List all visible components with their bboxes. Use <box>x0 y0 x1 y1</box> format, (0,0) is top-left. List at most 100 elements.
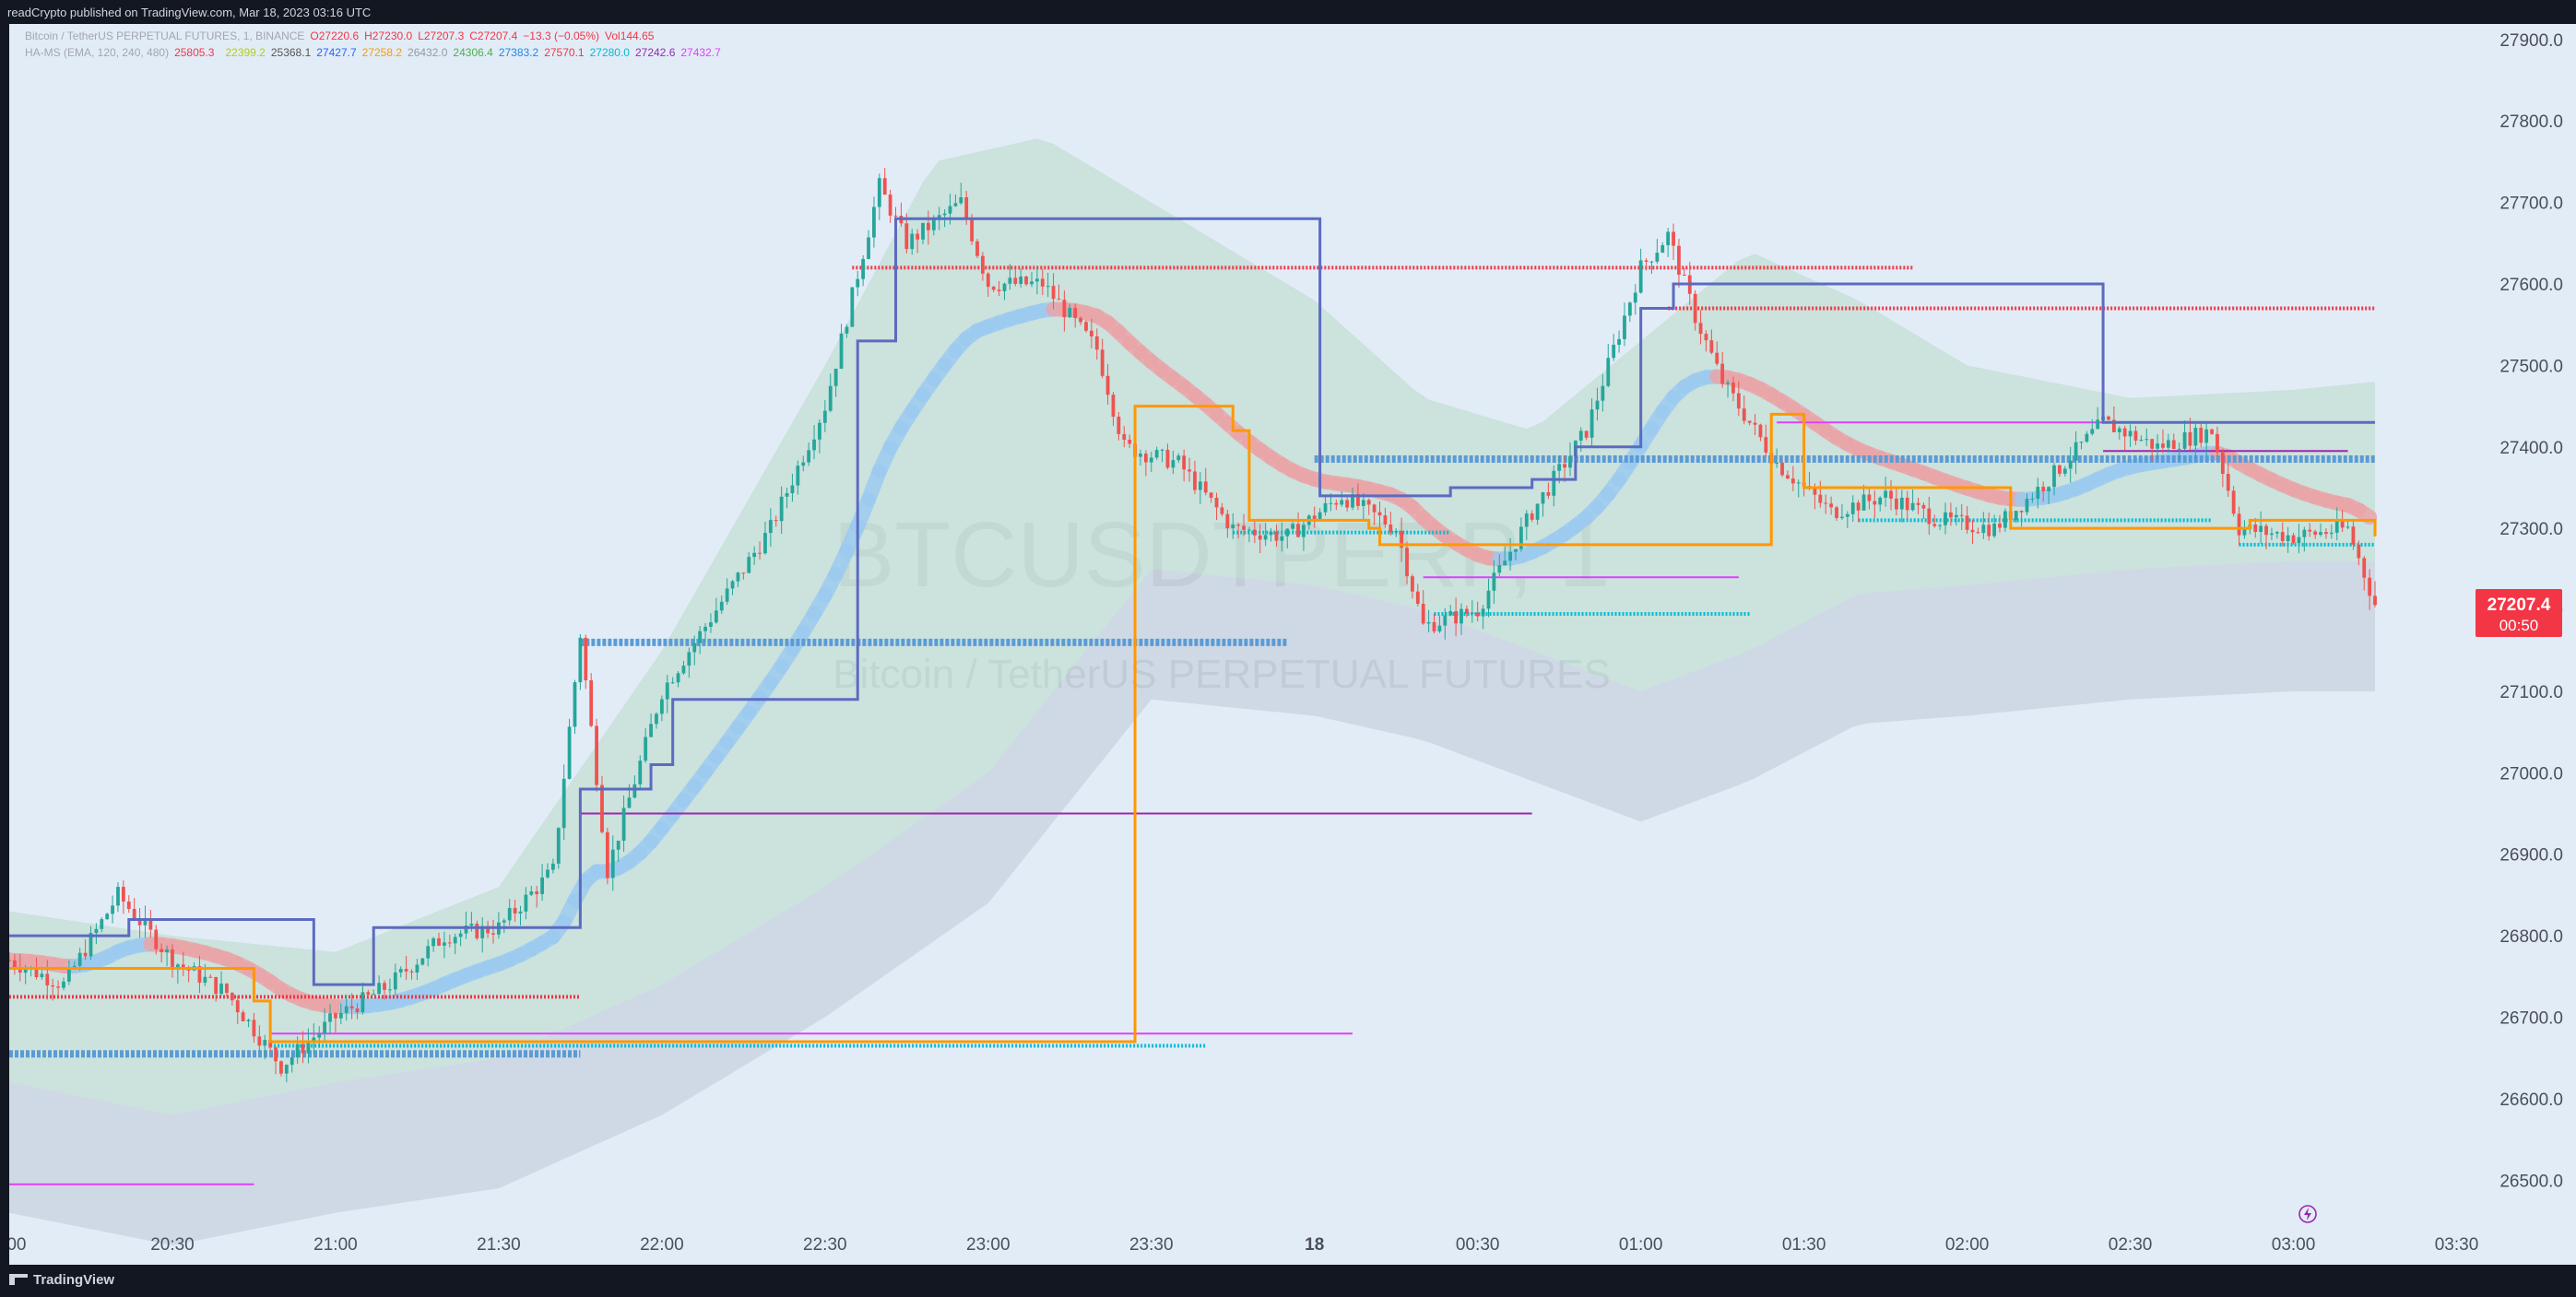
candle-body <box>916 233 920 240</box>
candle-body <box>616 840 620 850</box>
candle-body <box>632 784 637 798</box>
candle-body <box>2270 533 2274 536</box>
chart-svg[interactable]: BTCUSDTPERP, 1 Bitcoin / TetherUS PERPET… <box>9 24 2576 1265</box>
candle-body <box>1535 503 1540 520</box>
candle-body <box>263 1040 267 1046</box>
candle-body <box>1263 535 1268 540</box>
candle-body <box>1546 492 1551 496</box>
candle-body <box>741 572 746 574</box>
candle-body <box>475 924 479 938</box>
candle-body <box>535 891 539 894</box>
candle-body <box>1584 430 1589 438</box>
chart-area[interactable]: BTCUSDTPERP, 1 Bitcoin / TetherUS PERPET… <box>9 24 2576 1265</box>
candle-body <box>2340 521 2345 528</box>
candle-body <box>649 724 653 737</box>
candle-body <box>714 610 718 623</box>
candle-body <box>1193 471 1197 490</box>
candle-body <box>1111 395 1116 418</box>
candle-body <box>877 178 881 207</box>
candle-body <box>40 973 44 978</box>
candle-body <box>638 761 643 784</box>
candle-body <box>546 869 549 878</box>
candle-body <box>1492 572 1496 591</box>
candle-body <box>1171 460 1176 468</box>
candle-body <box>1627 302 1632 316</box>
candle-body <box>975 241 979 256</box>
price-tick-label: 27300.0 <box>2499 520 2563 539</box>
candle-body <box>1998 523 2002 528</box>
price-tick-label: 26900.0 <box>2499 846 2563 866</box>
candle-body <box>2357 544 2361 559</box>
candle-body <box>148 919 153 930</box>
candle-body <box>1813 486 1817 495</box>
candle-body <box>801 462 806 466</box>
candle-body <box>991 287 996 290</box>
candle-body <box>175 964 180 970</box>
candle-body <box>1503 560 1507 566</box>
candle-body <box>2220 452 2225 474</box>
candle-body <box>486 926 490 934</box>
candle-body <box>197 966 202 984</box>
candle-body <box>2014 511 2018 521</box>
candle-body <box>77 952 82 966</box>
candle-body <box>790 485 795 494</box>
candle-body <box>1753 422 1757 425</box>
candle-body <box>1372 504 1377 513</box>
candle-body <box>2166 440 2170 448</box>
time-tick-label: 22:00 <box>640 1235 684 1255</box>
candle-body <box>2177 448 2181 450</box>
candle-body <box>252 1020 256 1037</box>
candle-body <box>1139 454 1142 457</box>
candle-body <box>1715 352 1719 364</box>
candle-body <box>1666 231 1671 246</box>
candle-body <box>818 422 821 440</box>
price-tick-label: 26700.0 <box>2499 1009 2563 1029</box>
candle-body <box>1165 449 1170 468</box>
candle-body <box>1731 382 1735 394</box>
alert-icon[interactable] <box>2298 1205 2317 1223</box>
candle-body <box>1612 344 1616 359</box>
candle-body <box>1149 457 1153 463</box>
candle-body <box>605 831 609 878</box>
candle-body <box>426 946 431 959</box>
legend-value: 27570.1 <box>544 46 585 59</box>
candle-body <box>203 976 207 984</box>
candle-body <box>687 652 691 666</box>
tradingview-logo[interactable]: TradingView <box>9 1272 114 1288</box>
candle-body <box>964 197 969 219</box>
time-axis[interactable]: 0:00 20:30 21:00 21:30 22:00 22:30 23:00 23:30 1… <box>9 1235 2478 1255</box>
legend-value: L27207.3 <box>418 29 465 42</box>
candle-body <box>480 926 485 938</box>
candle-body <box>328 1013 332 1022</box>
candle-body <box>1861 494 1866 511</box>
candle-body <box>1682 275 1686 277</box>
candle-body <box>2308 529 2312 532</box>
time-tick-label: 0:00 <box>9 1235 26 1255</box>
candle-body <box>1644 260 1648 262</box>
candle-body <box>774 520 778 522</box>
candle-body <box>23 969 28 973</box>
candle-body <box>2216 433 2219 453</box>
candle-body <box>1606 358 1611 386</box>
candle-body <box>1835 507 1838 518</box>
candle-body <box>2133 430 2138 441</box>
candle-body <box>1377 512 1382 516</box>
legend-value: Bitcoin / TetherUS PERPETUAL FUTURES, 1,… <box>25 29 305 42</box>
candle-body <box>561 778 566 829</box>
candle-body <box>2030 498 2035 500</box>
candle-body <box>2193 428 2198 446</box>
candle-body <box>1884 490 1888 498</box>
legend-value: 22399.2 <box>225 46 266 59</box>
legend-value: O27220.6 <box>310 29 360 42</box>
candle-body <box>225 984 229 994</box>
time-tick-label: 01:30 <box>1782 1235 1826 1255</box>
candle-body <box>1128 439 1132 444</box>
candle-body <box>1105 375 1110 395</box>
candle-body <box>1421 603 1425 624</box>
candle-body <box>610 849 615 878</box>
candle-body <box>736 572 740 582</box>
legend-value: 25805.3 <box>174 46 215 59</box>
candle-body <box>1143 454 1148 463</box>
candle-body <box>1024 277 1028 285</box>
candle-body <box>1182 455 1187 470</box>
